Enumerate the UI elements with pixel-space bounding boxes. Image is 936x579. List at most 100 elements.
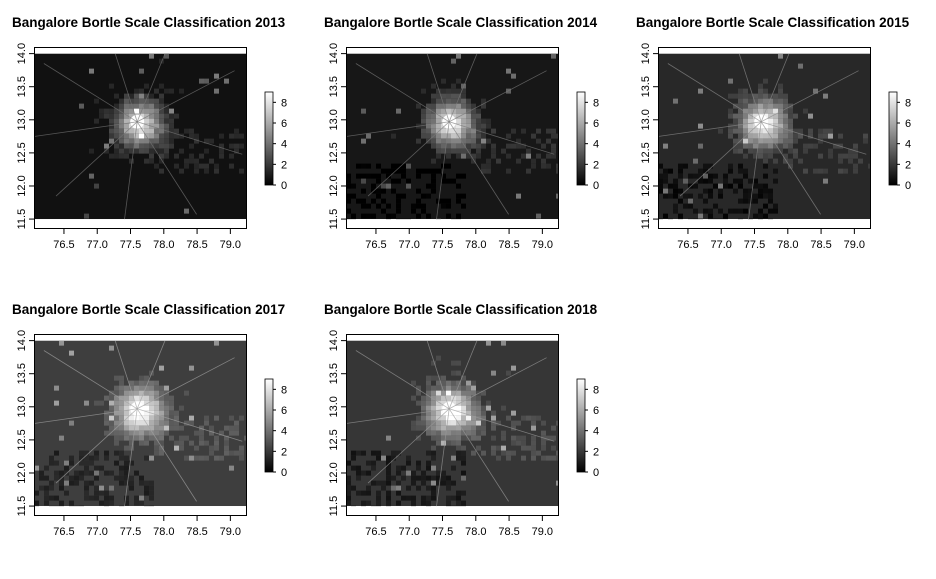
raster-cell [738, 163, 743, 169]
raster-cell [346, 500, 351, 506]
raster-cell [436, 480, 441, 486]
raster-cell [446, 425, 451, 431]
raster-cell [476, 143, 481, 149]
raster-cell [456, 198, 461, 204]
raster-cell [119, 108, 124, 114]
raster-cell [139, 113, 144, 119]
legend-tick-label: 2 [593, 446, 599, 458]
raster-cell [441, 93, 446, 99]
road-line [346, 408, 450, 424]
raster-cell [441, 420, 446, 426]
raster-cell [59, 435, 64, 441]
raster-cell [678, 173, 683, 179]
raster-cell [466, 108, 471, 114]
raster-cell [189, 153, 194, 159]
raster-cell [451, 390, 456, 396]
raster-cell [476, 133, 481, 139]
raster-cell [144, 108, 149, 114]
raster-cell [446, 203, 451, 209]
raster-cell [416, 415, 421, 421]
raster-cell [104, 470, 109, 476]
x-tick-label: 78.5 [810, 239, 831, 251]
road-line [34, 121, 138, 137]
raster-cell [491, 425, 496, 431]
raster-cell [768, 153, 773, 159]
raster-cell [501, 430, 506, 436]
raster-cell [109, 128, 114, 134]
raster-cell [109, 395, 114, 401]
raster-cell [129, 435, 134, 441]
raster-cell [431, 455, 436, 461]
raster-cell [159, 365, 164, 371]
raster-cell [421, 113, 426, 119]
raster-cell [134, 470, 139, 476]
raster-cell [848, 153, 853, 159]
road-line [355, 63, 450, 123]
raster-cell [738, 113, 743, 119]
raster-cell [451, 88, 456, 94]
raster-cell [169, 138, 174, 144]
raster-cell [169, 143, 174, 149]
raster-cell [149, 490, 154, 496]
raster-cell [743, 153, 748, 159]
raster-cell [496, 445, 501, 451]
raster-cell [788, 113, 793, 119]
raster-cell [139, 495, 144, 501]
raster-cell [94, 485, 99, 491]
raster-cell [199, 430, 204, 436]
raster-cell [396, 108, 401, 114]
raster-cell [501, 340, 506, 346]
raster-cell [456, 380, 461, 386]
raster-cell [431, 390, 436, 396]
legend-tick-label: 6 [281, 118, 287, 130]
raster-cell [139, 420, 144, 426]
legend-bar [576, 91, 586, 186]
raster-cell [149, 420, 154, 426]
raster-cell [436, 218, 441, 220]
raster-cell [541, 420, 546, 426]
raster-cell [361, 108, 366, 114]
raster-cell [124, 435, 129, 441]
raster-cell [476, 430, 481, 436]
raster-cell [451, 465, 456, 471]
raster-cell [476, 148, 481, 154]
raster-cell [114, 133, 119, 139]
x-tick-label: 79.0 [220, 526, 241, 538]
raster-cell [144, 113, 149, 119]
raster-cell [114, 450, 119, 456]
raster-cell [114, 113, 119, 119]
raster-cell [456, 103, 461, 109]
raster-cell [174, 440, 179, 446]
raster-cell [536, 450, 541, 456]
raster-cell [436, 380, 441, 386]
legend-tick-label: 6 [593, 118, 599, 130]
raster-cell [456, 430, 461, 436]
raster-cell [471, 435, 476, 441]
raster-cell [713, 218, 718, 220]
raster-cell [421, 168, 426, 174]
raster-cell [426, 193, 431, 199]
raster-cell [144, 400, 149, 406]
raster-cell [421, 203, 426, 209]
raster-cell [733, 188, 738, 194]
raster-cell [436, 390, 441, 396]
raster-cell [64, 465, 69, 471]
raster-cell [768, 188, 773, 194]
raster-cell [144, 128, 149, 134]
raster-cell [134, 133, 139, 139]
raster-cell [416, 460, 421, 466]
raster-cell [149, 103, 154, 109]
raster-cell [678, 163, 683, 169]
raster-cell [763, 128, 768, 134]
legend-tick-label: 2 [593, 159, 599, 171]
raster-cell [169, 133, 174, 139]
raster-cell [471, 158, 476, 164]
raster-cell [426, 108, 431, 114]
raster-cell [768, 98, 773, 104]
raster-cell [828, 128, 833, 134]
raster-cell [129, 390, 134, 396]
raster-cell [144, 98, 149, 104]
raster-cell [84, 470, 89, 476]
raster-cell [446, 495, 451, 501]
